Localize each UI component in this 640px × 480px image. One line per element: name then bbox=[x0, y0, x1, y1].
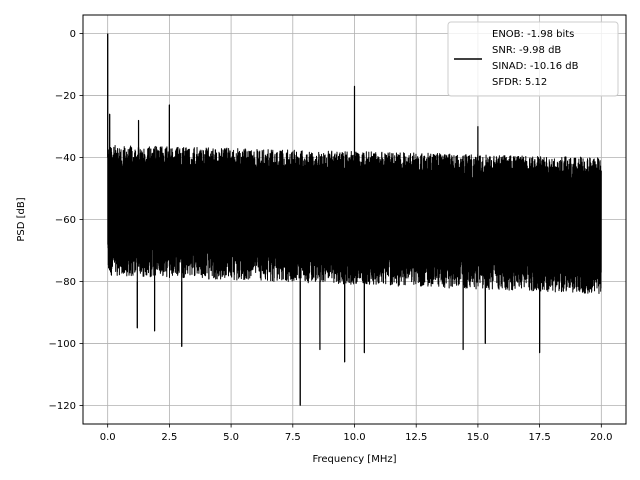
legend-entry-sinad: SINAD: -10.16 dB bbox=[492, 61, 579, 72]
psd-trace bbox=[107, 33, 602, 406]
legend-entry-snr: SNR: -9.98 dB bbox=[492, 45, 561, 56]
y-tick-label: −40 bbox=[55, 153, 76, 164]
y-tick-label: −80 bbox=[55, 277, 76, 288]
y-tick-label: −60 bbox=[55, 215, 76, 226]
legend-box bbox=[447, 21, 619, 97]
x-tick-label: 20.0 bbox=[590, 432, 612, 443]
x-tick-label: 15.0 bbox=[467, 432, 489, 443]
x-tick-label: 17.5 bbox=[528, 432, 550, 443]
x-tick-label: 0.0 bbox=[100, 432, 116, 443]
y-tick-label: −120 bbox=[49, 401, 76, 412]
y-tick-label: −100 bbox=[49, 339, 76, 350]
legend-entry-enob: ENOB: -1.98 bits bbox=[492, 29, 574, 40]
x-tick-label: 10.0 bbox=[343, 432, 365, 443]
y-tick-label: 0 bbox=[70, 29, 76, 40]
x-axis-label: Frequency [MHz] bbox=[312, 454, 396, 465]
x-tick-label: 7.5 bbox=[285, 432, 301, 443]
x-tick-label: 12.5 bbox=[405, 432, 427, 443]
y-axis-ticks: 0 −20 −40 −60 −80 −100 −120 bbox=[49, 29, 83, 412]
x-tick-label: 5.0 bbox=[223, 432, 239, 443]
y-tick-label: −20 bbox=[55, 91, 76, 102]
x-axis-ticks: 0.0 2.5 5.0 7.5 10.0 12.5 15.0 17.5 20.0 bbox=[100, 424, 612, 443]
legend: ENOB: -1.98 bits SNR: -9.98 dB SINAD: -1… bbox=[447, 21, 619, 97]
y-axis-label: PSD [dB] bbox=[16, 197, 27, 241]
x-tick-label: 2.5 bbox=[161, 432, 177, 443]
legend-entry-sfdr: SFDR: 5.12 bbox=[492, 77, 547, 88]
